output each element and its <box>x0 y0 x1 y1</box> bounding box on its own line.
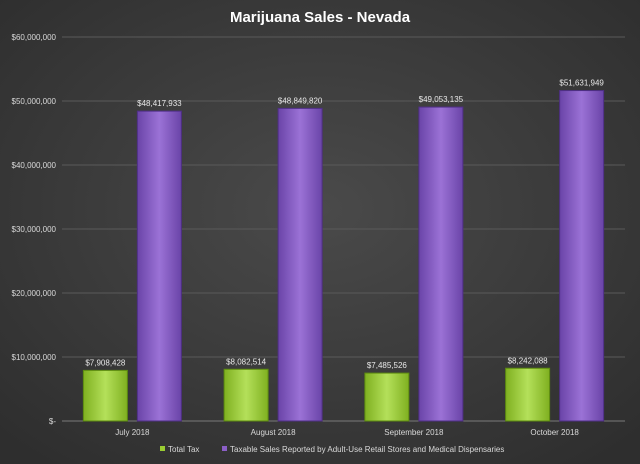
x-tick-label: September 2018 <box>384 428 444 437</box>
bar-taxable-sales <box>136 110 182 422</box>
y-axis-ticks: $- $10,000,000 $20,000,000 $30,000,000 $40,0… <box>12 33 57 426</box>
data-label: $7,485,526 <box>367 361 408 370</box>
data-label: $49,053,135 <box>419 95 464 104</box>
x-axis-ticks: July 2018 August 2018 September 2018 Octobe… <box>115 428 579 437</box>
legend-swatch-total-tax <box>160 446 165 451</box>
bar-total-tax <box>364 372 410 422</box>
y-tick-label: $- <box>49 417 56 426</box>
y-tick-label: $40,000,000 <box>12 161 57 170</box>
data-label: $48,417,933 <box>137 99 182 108</box>
bar-total-tax <box>82 369 128 422</box>
chart-title: Marijuana Sales - Nevada <box>230 9 411 26</box>
x-tick-label: July 2018 <box>115 428 150 437</box>
data-labels: $7,908,428 $48,417,933 $8,082,514 $48,849,8… <box>85 79 604 371</box>
bar-taxable-sales <box>559 90 605 422</box>
y-tick-label: $10,000,000 <box>12 353 57 362</box>
legend: Total Tax Taxable Sales Reported by Adult… <box>160 445 504 454</box>
bars <box>82 90 605 422</box>
data-label: $48,849,820 <box>278 96 323 105</box>
x-tick-label: October 2018 <box>530 428 579 437</box>
y-tick-label: $60,000,000 <box>12 33 57 42</box>
bar-total-tax <box>223 368 269 422</box>
y-tick-label: $50,000,000 <box>12 97 57 106</box>
bar-taxable-sales <box>277 107 323 422</box>
y-tick-label: $30,000,000 <box>12 225 57 234</box>
legend-label-taxable-sales: Taxable Sales Reported by Adult-Use Reta… <box>230 445 504 454</box>
bar-taxable-sales <box>418 106 464 422</box>
data-label: $51,631,949 <box>559 79 604 88</box>
x-tick-label: August 2018 <box>251 428 296 437</box>
data-label: $8,242,088 <box>508 356 549 365</box>
data-label: $7,908,428 <box>85 358 126 367</box>
legend-label-total-tax: Total Tax <box>168 445 199 454</box>
bar-total-tax <box>505 367 551 422</box>
legend-swatch-taxable-sales <box>222 446 227 451</box>
y-tick-label: $20,000,000 <box>12 289 57 298</box>
data-label: $8,082,514 <box>226 357 267 366</box>
